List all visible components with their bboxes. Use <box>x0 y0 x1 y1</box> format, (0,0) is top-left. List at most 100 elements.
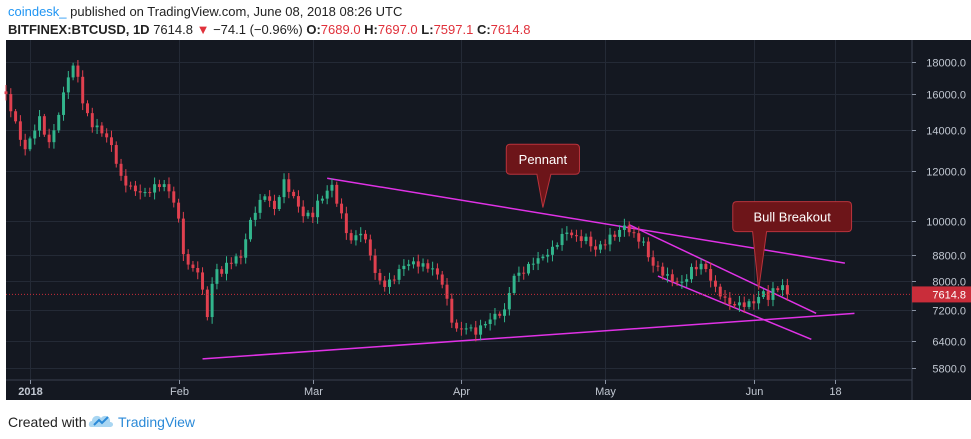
candle-body <box>598 244 602 250</box>
candle-body <box>651 257 655 266</box>
x-tick-label: Jun <box>746 386 764 398</box>
low-label: L: <box>421 22 434 37</box>
candle-body <box>57 114 61 131</box>
tradingview-cloud-icon[interactable] <box>88 411 114 431</box>
candle-body <box>416 261 420 267</box>
callout-label: Pennant <box>519 152 568 167</box>
candle-body <box>570 232 574 236</box>
candle-body <box>47 134 51 143</box>
x-tick-label: Mar <box>304 386 323 398</box>
candle-body <box>642 241 646 243</box>
candle-body <box>344 213 348 234</box>
chart-header: coindesk_ published on TradingView.com, … <box>0 0 971 40</box>
candle-body <box>517 272 521 276</box>
high-label: H: <box>364 22 378 37</box>
candle-body <box>105 133 109 138</box>
candle-body <box>196 267 200 273</box>
candle-body <box>435 268 439 275</box>
ohlc-line: BITFINEX:BTCUSD, 1D 7614.8 ▼ −74.1 (−0.9… <box>8 22 530 37</box>
candle-body <box>320 198 324 201</box>
candle-body <box>383 280 387 287</box>
candle-body <box>9 94 13 112</box>
candle-body <box>244 239 248 258</box>
callout-box <box>732 201 853 290</box>
candles <box>4 60 789 342</box>
candle-body <box>713 280 717 287</box>
candle-body <box>248 219 252 240</box>
candle-body <box>622 225 626 230</box>
candle-body <box>656 265 660 267</box>
candle-body <box>335 184 339 204</box>
candle-body <box>296 196 300 207</box>
candle-body <box>766 291 770 300</box>
candle-body <box>661 266 665 276</box>
candle-body <box>191 264 195 268</box>
candle-body <box>488 319 492 324</box>
candle-body <box>18 121 22 140</box>
candle-body <box>680 281 684 283</box>
candle-body <box>272 200 276 209</box>
candle-body <box>474 327 478 335</box>
created-with-text: Created with <box>8 414 87 430</box>
candle-body <box>584 236 588 242</box>
candle-body <box>761 291 765 297</box>
y-axis-panel[interactable] <box>912 40 971 400</box>
symbol-label[interactable]: BITFINEX:BTCUSD, 1D <box>8 22 150 37</box>
candle-body <box>109 137 113 146</box>
candle-body <box>666 274 670 276</box>
candle-body <box>445 284 449 299</box>
x-axis-panel[interactable] <box>6 380 912 400</box>
candle-body <box>52 130 56 143</box>
x-tick-label: 18 <box>829 386 841 398</box>
candle-body <box>670 274 674 282</box>
author-link[interactable]: coindesk_ <box>8 4 67 19</box>
candle-body <box>23 139 27 150</box>
candle-body <box>685 279 689 282</box>
y-tick-label: 16000.0 <box>926 90 966 102</box>
candle-body <box>86 103 89 114</box>
candle-body <box>728 297 732 305</box>
y-tick-label: 14000.0 <box>926 126 966 138</box>
candle-body <box>124 175 128 186</box>
x-tick-label: 2018 <box>18 386 42 398</box>
candle-body <box>4 91 8 95</box>
last-price: 7614.8 <box>153 22 193 37</box>
candle-body <box>733 304 737 306</box>
callout-box <box>505 143 580 208</box>
candle-body <box>627 225 631 233</box>
candle-body <box>560 233 564 246</box>
candle-body <box>555 245 559 247</box>
grid <box>6 40 912 380</box>
candle-body <box>234 256 238 264</box>
candle-body <box>464 328 468 330</box>
candle-body <box>14 111 18 122</box>
y-tick-label: 10000.0 <box>926 217 966 229</box>
candle-body <box>263 196 267 200</box>
candle-body <box>546 254 550 257</box>
candle-body <box>239 256 243 258</box>
x-tick-label: Feb <box>170 386 189 398</box>
candle-body <box>340 203 344 214</box>
candle-body <box>742 302 746 307</box>
y-tick-label: 12000.0 <box>926 167 966 179</box>
candle-body <box>709 268 713 281</box>
candle-body <box>359 233 363 236</box>
candle-body <box>186 254 190 265</box>
candle-body <box>292 191 296 197</box>
price-chart[interactable]: Pennant Bull Breakout 18000.0 16000.0 14000… <box>0 40 971 400</box>
candle-body <box>613 234 617 237</box>
candle-body <box>119 163 123 176</box>
candle-body <box>28 138 32 150</box>
candle-body <box>550 246 554 255</box>
x-tick-label: Apr <box>453 386 470 398</box>
candle-body <box>455 322 459 329</box>
candle-body <box>469 327 473 329</box>
candle-body <box>493 313 497 320</box>
x-tick-label: May <box>595 386 616 398</box>
candle-body <box>536 258 540 264</box>
tradingview-link[interactable]: TradingView <box>118 414 196 430</box>
candle-body <box>316 200 320 218</box>
candle-body <box>201 272 205 290</box>
candle-body <box>392 279 396 281</box>
candle-body <box>301 206 305 217</box>
